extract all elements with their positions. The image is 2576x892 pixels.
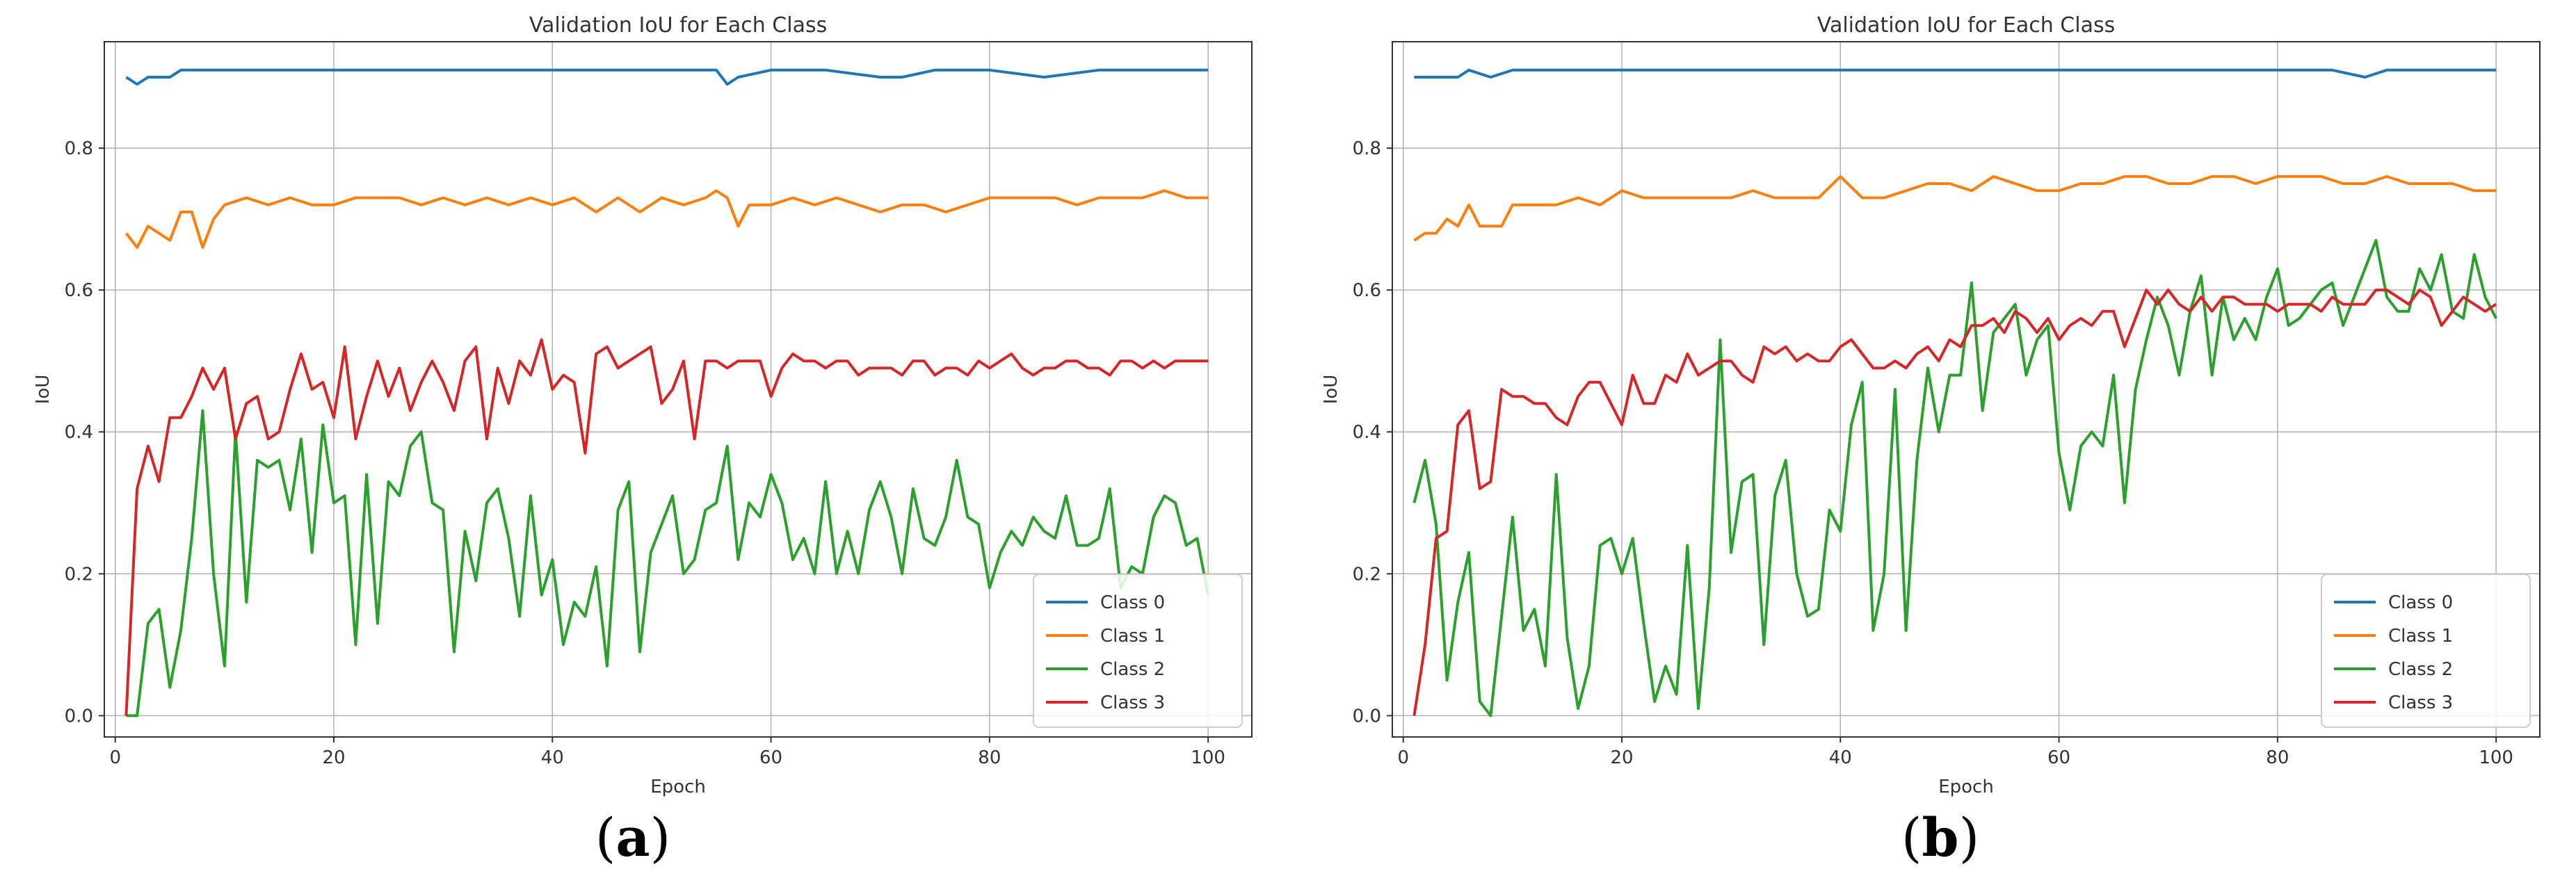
x-tick-label: 100: [2479, 747, 2513, 768]
chart-title: Validation IoU for Each Class: [529, 13, 827, 38]
x-tick-label: 100: [1191, 747, 1225, 768]
x-tick-label: 0: [1397, 747, 1409, 768]
series-line-class-2: [126, 409, 1210, 717]
y-tick-label: 0.4: [65, 422, 93, 443]
x-axis-label: Epoch: [1938, 777, 1994, 797]
legend-label: Class 1: [2388, 626, 2453, 647]
x-tick-label: 20: [322, 747, 345, 768]
x-tick-label: 20: [1610, 747, 1633, 768]
x-tick-label: 60: [759, 747, 782, 768]
series-line-class-3: [1412, 289, 2497, 716]
legend-label: Class 2: [2388, 659, 2453, 680]
legend-label: Class 3: [1100, 692, 1165, 713]
series-line-class-2: [1412, 238, 2497, 717]
series-line-class-1: [1413, 175, 2497, 242]
legend: [1033, 574, 1243, 728]
x-tick-label: 60: [2047, 747, 2070, 768]
panel-label-b: (b): [1901, 806, 1980, 868]
line-chart-a: Validation IoU for Each Class 0 20 40 60 80 10…: [33, 13, 1253, 797]
legend-label: Class 0: [1100, 592, 1165, 613]
x-tick-label: 80: [2266, 747, 2289, 768]
y-tick-label: 0.4: [1353, 422, 1381, 443]
y-axis-label: IoU: [1321, 375, 1342, 405]
x-tick-label: 40: [541, 747, 564, 768]
series-line-class-0: [1414, 68, 2497, 79]
x-tick-label: 0: [109, 747, 121, 768]
chart-title: Validation IoU for Each Class: [1817, 13, 2115, 38]
plot-frame: [104, 41, 1253, 738]
chart-panel-a: Validation IoU for Each Class 0 20 40 60 80 10…: [33, 13, 1253, 868]
chart-panel-b: Validation IoU for Each Class 0 20 40 60 80 10…: [1288, 0, 2576, 892]
legend-label: Class 3: [2388, 692, 2453, 713]
y-tick-label: 0.0: [1353, 706, 1381, 727]
plot-frame: [1392, 41, 2541, 738]
series-line-class-3: [124, 338, 1209, 716]
x-axis-label: Epoch: [650, 777, 706, 797]
y-tick-label: 0.2: [65, 564, 93, 585]
series-line-class-1: [124, 189, 1209, 249]
y-tick-label: 0.6: [65, 280, 93, 301]
legend: [2321, 574, 2531, 728]
legend-label: Class 1: [1100, 626, 1165, 647]
panel-label-a: (a): [595, 806, 671, 868]
y-tick-label: 0.2: [1353, 564, 1381, 585]
line-chart-b: Validation IoU for Each Class 0 20 40 60 80 10…: [1321, 13, 2541, 797]
x-tick-label: 40: [1829, 747, 1852, 768]
y-tick-label: 0.8: [65, 138, 93, 159]
legend-label: Class 2: [1100, 659, 1165, 680]
y-axis-label: IoU: [33, 375, 54, 405]
legend-label: Class 0: [2388, 592, 2453, 613]
y-tick-label: 0.6: [1353, 280, 1381, 301]
y-tick-label: 0.0: [65, 706, 93, 727]
series-line-class-0: [125, 68, 1209, 86]
y-tick-label: 0.8: [1353, 138, 1381, 159]
x-tick-label: 80: [978, 747, 1001, 768]
